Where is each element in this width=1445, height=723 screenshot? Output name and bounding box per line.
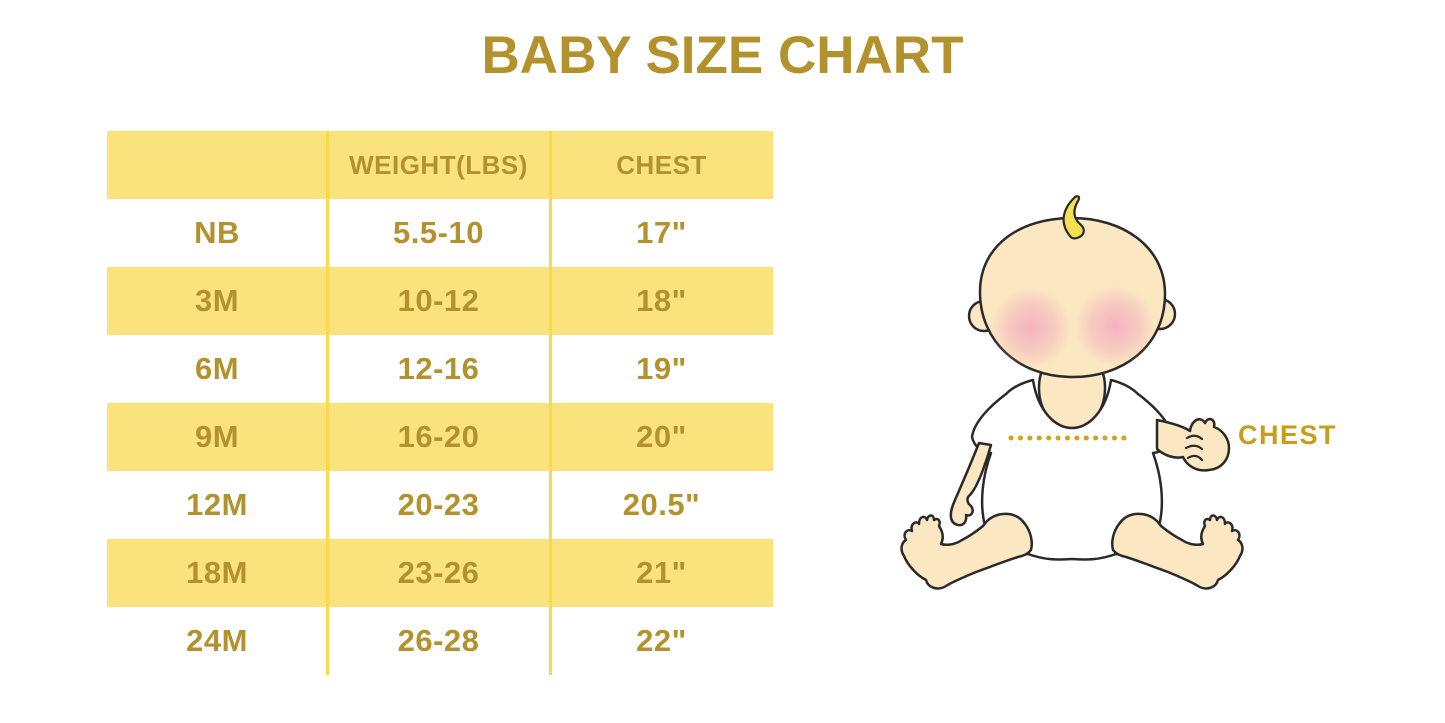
weight-value: 12-16 xyxy=(397,351,480,386)
weight-value: 23-26 xyxy=(397,555,480,590)
chest-value: 18" xyxy=(636,283,687,318)
table-row-6m: 6M 12-16 19" xyxy=(107,335,773,403)
chest-measurement-label: CHEST xyxy=(1238,420,1338,450)
size-value: 18M xyxy=(186,555,248,590)
baby-illustration xyxy=(880,180,1340,620)
chest-value: 20" xyxy=(636,419,687,454)
size-value: 12M xyxy=(186,487,248,522)
table-header-row: WEIGHT(LBS) CHEST xyxy=(107,131,773,199)
size-chart-table: WEIGHT(LBS) CHEST NB 5.5-10 17" 3M 10-12… xyxy=(107,131,773,675)
chest-value: 22" xyxy=(636,623,687,658)
page-title: BABY SIZE CHART xyxy=(481,26,964,85)
size-value: 9M xyxy=(194,419,240,454)
baby-cheek-right xyxy=(1075,286,1155,366)
column-divider-1 xyxy=(326,131,329,675)
size-value: 24M xyxy=(186,623,248,658)
weight-value: 5.5-10 xyxy=(393,215,484,250)
header-weight: WEIGHT(LBS) xyxy=(349,149,528,180)
weight-value: 10-12 xyxy=(397,283,480,318)
weight-value: 20-23 xyxy=(397,487,480,522)
baby-leg-left xyxy=(900,512,1033,590)
header-chest: CHEST xyxy=(616,149,707,180)
weight-value: 26-28 xyxy=(397,623,480,658)
table-row-3m: 3M 10-12 18" xyxy=(107,267,773,335)
table-row-18m: 18M 23-26 21" xyxy=(107,539,773,607)
column-divider-2 xyxy=(549,131,552,675)
table-row-12m: 12M 20-23 20.5" xyxy=(107,471,773,539)
chest-value: 19" xyxy=(636,351,687,386)
table-row-9m: 9M 16-20 20" xyxy=(107,403,773,471)
chest-value: 20.5" xyxy=(622,487,701,522)
size-value: NB xyxy=(194,215,240,250)
chest-value: 17" xyxy=(636,215,687,250)
table-row-24m: 24M 26-28 22" xyxy=(107,607,773,675)
baby-leg-right xyxy=(1111,512,1244,590)
table-row-nb: NB 5.5-10 17" xyxy=(107,199,773,267)
chest-value: 21" xyxy=(636,555,687,590)
fist-finger-lines xyxy=(1184,434,1204,462)
baby-cheek-left xyxy=(991,288,1071,368)
size-value: 3M xyxy=(194,283,240,318)
baby-arm-left xyxy=(949,441,993,527)
size-value: 6M xyxy=(194,351,240,386)
baby-drawing xyxy=(900,195,1244,590)
weight-value: 16-20 xyxy=(397,419,480,454)
baby-hair-curl-icon xyxy=(1062,195,1085,240)
